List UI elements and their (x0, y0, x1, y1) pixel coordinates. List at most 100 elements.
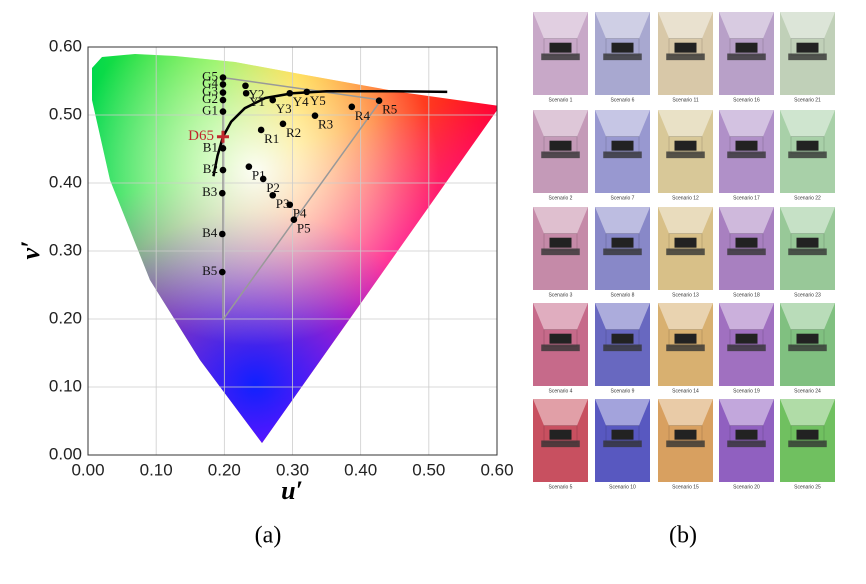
y-tick-label: 0.40 (49, 172, 82, 191)
x-tick-label: 0.10 (140, 460, 173, 479)
room-screen (796, 429, 819, 440)
room-table (727, 53, 766, 61)
room-table (603, 53, 642, 61)
x-tick-label: 0.00 (71, 460, 104, 479)
scenario-caption: Scenario 13 (672, 292, 699, 298)
point-label: G4 (202, 75, 218, 90)
room-screen (611, 237, 634, 248)
scenario-caption: Scenario 7 (611, 195, 635, 201)
scenario-caption: Scenario 17 (733, 195, 760, 201)
point-label: B2 (203, 161, 218, 176)
scenario-image: Scenario 3 (533, 207, 588, 298)
room-table (666, 151, 705, 159)
point (257, 126, 265, 134)
point (219, 74, 227, 81)
room-screen (674, 140, 697, 151)
room-table (727, 440, 766, 448)
point (286, 89, 294, 97)
room-ceiling (658, 303, 713, 330)
point (269, 191, 277, 199)
point-label: Y3 (276, 101, 292, 116)
room-table (603, 344, 642, 352)
point (286, 201, 294, 209)
scenario-caption: Scenario 14 (672, 388, 699, 394)
point (259, 175, 267, 183)
room-screen (611, 42, 634, 53)
scenario-caption: Scenario 12 (672, 195, 699, 201)
room-screen (735, 429, 758, 440)
room-table (727, 344, 766, 352)
point (219, 145, 227, 152)
scenario-caption: Scenario 16 (733, 97, 760, 103)
scenario-image: Scenario 24 (780, 303, 835, 394)
y-tick-label: 0.30 (49, 240, 82, 259)
room-table (727, 151, 766, 159)
scenario-image: Scenario 23 (780, 207, 835, 298)
room-ceiling (658, 110, 713, 137)
scenario-image: Scenario 17 (719, 110, 774, 201)
scenario-image: Scenario 1 (533, 12, 588, 103)
room-ceiling (780, 303, 835, 330)
point (216, 130, 229, 143)
scenario-image: Scenario 19 (719, 303, 774, 394)
room-screen (796, 237, 819, 248)
point-label: R5 (382, 102, 397, 117)
room-screen (549, 42, 572, 53)
room-ceiling (533, 207, 588, 234)
room-screen (674, 333, 697, 344)
room-ceiling (719, 110, 774, 137)
x-tick-label: 0.60 (480, 460, 513, 479)
room-table (666, 440, 705, 448)
point-label: P3 (276, 196, 290, 211)
room-screen (674, 237, 697, 248)
scenario-image: Scenario 11 (658, 12, 713, 103)
scenario-caption: Scenario 25 (794, 484, 821, 490)
room-ceiling (780, 110, 835, 137)
room-ceiling (533, 12, 588, 39)
room-table (666, 248, 705, 256)
room-table (603, 151, 642, 159)
point-label: P5 (297, 221, 311, 236)
point-label: Y1 (249, 94, 265, 109)
room-table (541, 440, 580, 448)
scenario-grid: Scenario 1 Scenario 2 Scenario 3 Scenario 4… (533, 12, 835, 490)
y-tick-label: 0.00 (49, 444, 82, 463)
point-label: B4 (202, 225, 218, 240)
point-label: R3 (318, 117, 333, 132)
room-ceiling (719, 399, 774, 426)
room-ceiling (595, 12, 650, 39)
point-label: D65 (188, 128, 214, 144)
room-ceiling (658, 399, 713, 426)
scenario-image: Scenario 7 (595, 110, 650, 201)
room-screen (611, 429, 634, 440)
room-screen (796, 140, 819, 151)
room-ceiling (719, 303, 774, 330)
point-label: R1 (264, 131, 279, 146)
y-tick-label: 0.50 (49, 104, 82, 123)
scenario-caption: Scenario 8 (611, 292, 635, 298)
room-screen (735, 42, 758, 53)
point-label: B5 (202, 263, 217, 278)
scenario-caption: Scenario 9 (611, 388, 635, 394)
point (218, 268, 226, 276)
grid: 0.00 0.10 0.20 0.30 0.40 0.50 0.60 0.00 0.10 0.20… (49, 36, 514, 479)
scenario-image: Scenario 14 (658, 303, 713, 394)
room-ceiling (533, 303, 588, 330)
point (219, 89, 227, 96)
point (245, 163, 253, 170)
room-screen (674, 429, 697, 440)
point-label: P4 (293, 206, 307, 221)
point-label: P2 (266, 180, 280, 195)
point-label: B1 (203, 139, 218, 154)
scenario-caption: Scenario 2 (549, 195, 573, 201)
scenario-image: Scenario 22 (780, 110, 835, 201)
scenario-image: Scenario 13 (658, 207, 713, 298)
scenario-image: Scenario 6 (595, 12, 650, 103)
room-ceiling (719, 207, 774, 234)
y-tick-label: 0.20 (49, 308, 82, 327)
scenario-caption: Scenario 15 (672, 484, 699, 490)
scenario-caption: Scenario 1 (549, 97, 573, 103)
scenario-image: Scenario 2 (533, 110, 588, 201)
